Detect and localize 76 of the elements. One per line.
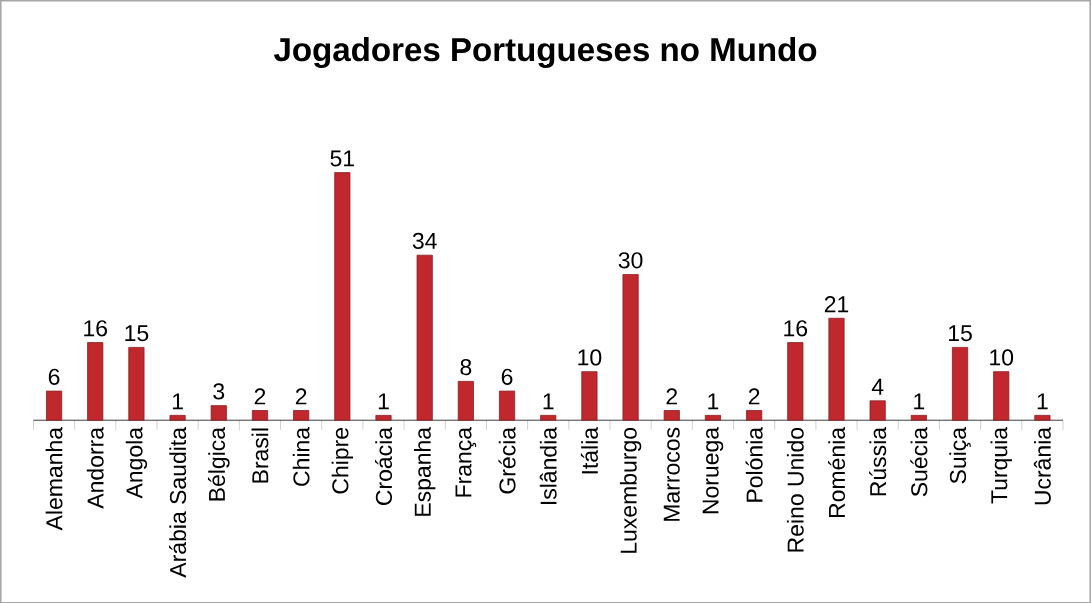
bar [210, 405, 227, 421]
bar [869, 400, 886, 421]
x-tick-label: Rússia [869, 426, 887, 496]
data-label: 21 [824, 295, 849, 312]
x-tick-label: Polónia [745, 426, 763, 502]
x-tick-label: Croácia [374, 426, 393, 505]
bar [457, 380, 474, 421]
bar [663, 409, 680, 421]
bar [416, 254, 433, 421]
data-label: 15 [949, 325, 972, 342]
bar [375, 414, 392, 421]
bar [581, 371, 598, 421]
data-label: 1 [543, 393, 554, 410]
data-label: 51 [330, 150, 354, 167]
x-tick-label: Reino Unido [786, 427, 804, 552]
x-tick-label: Noruega [702, 426, 724, 513]
x-tick-label: Itália [580, 426, 598, 474]
bar [746, 409, 763, 421]
bar [787, 341, 804, 421]
x-tick-label: Suiça [949, 426, 971, 484]
x-tick-label: China [292, 426, 310, 486]
data-label: 10 [578, 349, 602, 366]
bar [169, 414, 186, 421]
data-label: 1 [172, 393, 183, 410]
bar [1034, 414, 1051, 421]
x-tick-label: Andorra [86, 426, 104, 509]
bar [293, 409, 310, 421]
x-tick-label: França [455, 426, 477, 497]
data-label: 6 [48, 368, 60, 385]
data-label: 1 [1037, 393, 1048, 410]
data-label: 1 [378, 393, 389, 410]
bar [46, 390, 63, 421]
bar [828, 317, 845, 421]
bar [128, 346, 145, 421]
x-tick-label: Islândia [539, 426, 557, 504]
data-label: 2 [295, 388, 307, 405]
data-label: 16 [784, 319, 808, 337]
bar [951, 346, 969, 421]
x-tick-label: Grécia [498, 426, 516, 494]
data-label: 30 [618, 251, 643, 269]
x-tick-label: Luxemburgo [619, 427, 642, 553]
data-label: 2 [748, 388, 760, 405]
x-tick-label: Brasil [251, 428, 269, 483]
data-label: 2 [666, 388, 677, 405]
data-label: 2 [254, 388, 266, 405]
data-label: 6 [501, 368, 513, 385]
bar [334, 172, 351, 421]
x-tick-label: Bélgica [207, 426, 230, 501]
data-label: 15 [125, 325, 149, 342]
bar [622, 273, 639, 421]
bar [993, 371, 1010, 421]
data-label: 1 [914, 393, 925, 410]
data-label: 8 [460, 358, 472, 376]
x-tick-label: Alemanha [45, 426, 63, 531]
bar [910, 414, 927, 421]
x-tick-label: Angola [125, 426, 148, 499]
x-tick-label: Espanha [413, 426, 436, 516]
x-tick-label: Marrocos [663, 427, 680, 521]
data-label: 1 [708, 393, 719, 410]
data-label: 4 [871, 378, 884, 395]
bar [87, 341, 104, 421]
data-label: 3 [213, 383, 225, 400]
x-tick-label: Chipre [331, 427, 354, 494]
x-tick-label: Turquia [990, 426, 1012, 504]
bar [498, 390, 516, 421]
x-tick-label: Arábia Saudita [169, 426, 187, 578]
data-label: 10 [990, 349, 1014, 366]
x-tick-label: Ucrânia [1033, 426, 1051, 505]
chart-title: Jogadores Portugueses no Mundo [273, 36, 817, 68]
bar [704, 414, 721, 421]
x-tick-label: Suécia [910, 426, 928, 496]
x-tick-label: Roménia [827, 426, 846, 517]
bar [251, 409, 269, 421]
bar [540, 414, 557, 421]
data-label: 16 [84, 319, 107, 337]
data-label: 34 [412, 232, 437, 249]
